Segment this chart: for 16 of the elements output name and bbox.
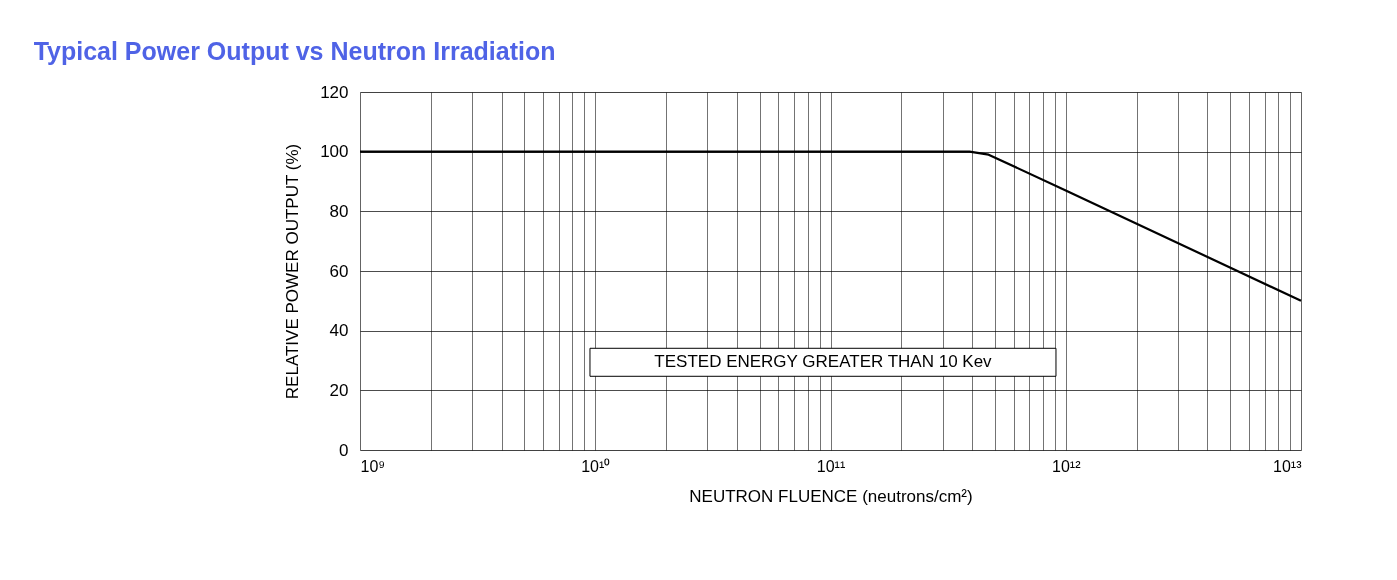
x-tick-label: 10¹⁰ [581, 457, 611, 475]
y-tick-label: 120 [320, 82, 349, 102]
x-tick-label: 10⁹ [360, 457, 386, 475]
annotation: TESTED ENERGY GREATER THAN 10 Kev [654, 352, 993, 372]
x-tick-label: 10¹³ [1273, 457, 1303, 475]
y-tick-label: 40 [329, 321, 349, 341]
y-tick-label: 100 [320, 142, 349, 162]
y-axis-title: RELATIVE POWER OUTPUT (%) [283, 143, 303, 400]
x-axis-title: NEUTRON FLUENCE (neutrons/cm²) [689, 486, 973, 506]
y-tick-label: 0 [339, 440, 349, 460]
y-tick-label: 60 [329, 261, 349, 281]
y-tick-label: 20 [329, 380, 349, 400]
y-tick-label: 80 [329, 201, 349, 221]
x-tick-label: 10¹² [1052, 457, 1082, 475]
x-tick-label: 10¹¹ [816, 457, 846, 475]
chart-title: Typical Power Output vs Neutron Irradiation [33, 37, 556, 65]
